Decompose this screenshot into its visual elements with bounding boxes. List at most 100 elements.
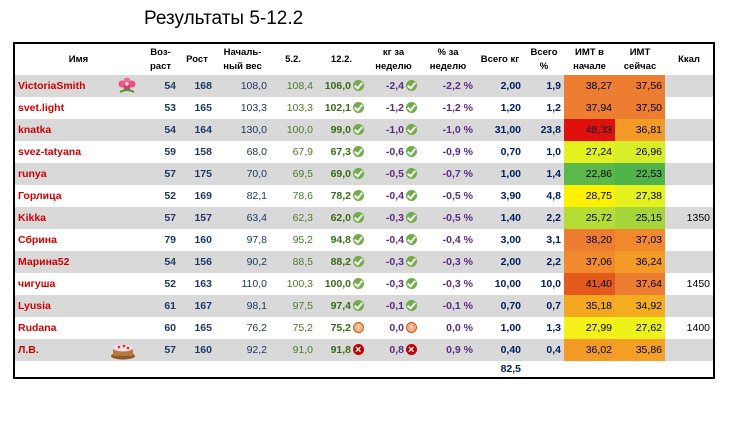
- row-weight-2: 97,4: [316, 295, 367, 317]
- col-pct-week: % за неделю: [429, 46, 467, 72]
- check-icon: [353, 189, 364, 201]
- row-kcal: [665, 119, 713, 141]
- table-row: svet.light 53 165 103,3 103,3 102,1 -1,2 -1,2 %…: [15, 97, 713, 119]
- row-kcal: [665, 339, 713, 361]
- row-kg-week: -2,4: [367, 75, 420, 97]
- col-kcal: Ккал: [678, 53, 700, 65]
- footer-row: 82,5: [15, 361, 713, 377]
- check-icon: [353, 123, 364, 135]
- row-name: Горлица: [15, 185, 142, 207]
- check-icon: [353, 167, 364, 179]
- row-weight-2: 99,0: [316, 119, 367, 141]
- row-total-kg: 3,90: [476, 185, 524, 207]
- row-height: 164: [179, 119, 215, 141]
- row-kcal: [665, 229, 713, 251]
- row-total-kg: 0,70: [476, 141, 524, 163]
- row-bmi-now: 37,56: [615, 75, 665, 97]
- row-weight-2: 69,0: [316, 163, 367, 185]
- row-pct-week: -1,2 %: [420, 97, 476, 119]
- row-pct-week: -1,0 %: [420, 119, 476, 141]
- check-icon: [353, 211, 364, 223]
- row-bmi-start: 48,33: [564, 119, 615, 141]
- check-icon: [406, 277, 417, 289]
- row-bmi-now: 27,38: [615, 185, 665, 207]
- row-kg-week: -0,4: [367, 229, 420, 251]
- row-total-pct: 23,8: [524, 119, 564, 141]
- flower-icon: [118, 77, 136, 93]
- row-weight-1: 95,2: [270, 229, 316, 251]
- row-weight-1: 108,4: [270, 75, 316, 97]
- row-weight-2: 62,0: [316, 207, 367, 229]
- row-total-pct: 0,4: [524, 339, 564, 361]
- row-weight-1: 97,5: [270, 295, 316, 317]
- check-icon: [406, 189, 417, 201]
- row-pct-week: 0,0 %: [420, 317, 476, 339]
- row-total-kg: 3,00: [476, 229, 524, 251]
- row-kcal: [665, 97, 713, 119]
- table-row: runya 57 175 70,0 69,5 69,0 -0,5 -0,7 % 1,00 1,4 2…: [15, 163, 713, 185]
- row-name: Lyusia: [15, 295, 142, 317]
- row-age: 52: [142, 273, 179, 295]
- check-icon: [353, 299, 364, 311]
- row-kg-week: -0,4: [367, 185, 420, 207]
- row-bmi-start: 37,06: [564, 251, 615, 273]
- row-start-weight: 108,0: [215, 75, 270, 97]
- results-table: Имя Воз-раст Рост Началь-ный вес 5.2. 12…: [13, 42, 715, 379]
- table-row: Rudana 60 165 76,2 75,2 75,2 0,0 0,0 % 1,00 1,3 27…: [15, 317, 713, 339]
- row-kcal: [665, 163, 713, 185]
- row-bmi-start: 35,18: [564, 295, 615, 317]
- row-start-weight: 90,2: [215, 251, 270, 273]
- row-age: 53: [142, 97, 179, 119]
- row-total-pct: 10,0: [524, 273, 564, 295]
- check-icon: [406, 255, 417, 267]
- table-row: Kikka 57 157 63,4 62,3 62,0 -0,3 -0,5 % 1,40 2,2 2…: [15, 207, 713, 229]
- row-weight-1: 62,3: [270, 207, 316, 229]
- table-row: Lyusia 61 167 98,1 97,5 97,4 -0,1 -0,1 % 0,70 0,7…: [15, 295, 713, 317]
- row-height: 165: [179, 317, 215, 339]
- row-bmi-start: 38,27: [564, 75, 615, 97]
- row-age: 61: [142, 295, 179, 317]
- row-kcal: [665, 75, 713, 97]
- row-kg-week: -0,3: [367, 207, 420, 229]
- col-height: Рост: [186, 53, 208, 65]
- row-bmi-now: 22,53: [615, 163, 665, 185]
- row-kg-week: -1,2: [367, 97, 420, 119]
- row-age: 79: [142, 229, 179, 251]
- row-bmi-start: 41,40: [564, 273, 615, 295]
- check-icon: [353, 79, 364, 91]
- row-total-pct: 1,9: [524, 75, 564, 97]
- row-bmi-now: 36,81: [615, 119, 665, 141]
- row-age: 57: [142, 339, 179, 361]
- row-total-kg: 2,00: [476, 251, 524, 273]
- check-icon: [406, 101, 417, 113]
- row-name: svez-tatyana: [15, 141, 142, 163]
- row-weight-1: 100,0: [270, 119, 316, 141]
- row-height: 167: [179, 295, 215, 317]
- row-name: knatka: [15, 119, 142, 141]
- row-total-kg: 31,00: [476, 119, 524, 141]
- row-pct-week: -0,3 %: [420, 251, 476, 273]
- row-bmi-now: 25,15: [615, 207, 665, 229]
- page-title: Результаты 5-12.2: [144, 8, 304, 29]
- check-icon: [353, 277, 364, 289]
- row-bmi-now: 35,86: [615, 339, 665, 361]
- row-total-kg: 0,40: [476, 339, 524, 361]
- cross-icon: [353, 339, 364, 361]
- row-total-kg: 1,40: [476, 207, 524, 229]
- row-weight-2: 78,2: [316, 185, 367, 207]
- table-row: чигуша 52 163 110,0 100,3 100,0 -0,3 -0,3 % 10,0…: [15, 273, 713, 295]
- row-pct-week: -0,5 %: [420, 185, 476, 207]
- table-row: Сбрина 79 160 97,8 95,2 94,8 -0,4 -0,4 % 3,00 3,1…: [15, 229, 713, 251]
- row-weight-1: 67,9: [270, 141, 316, 163]
- row-age: 57: [142, 207, 179, 229]
- row-name: Л.В.: [15, 339, 142, 361]
- row-kg-week: -1,0: [367, 119, 420, 141]
- col-bmi-start: ИМТ в начале: [573, 46, 606, 72]
- row-pct-week: -0,7 %: [420, 163, 476, 185]
- table-row: svez-tatyana 59 158 68,0 67,9 67,3 -0,6 -0,9 % 0…: [15, 141, 713, 163]
- row-name: Марина52: [15, 251, 142, 273]
- col-total-kg: Всего кг: [480, 53, 520, 65]
- row-bmi-now: 27,62: [615, 317, 665, 339]
- row-total-pct: 3,1: [524, 229, 564, 251]
